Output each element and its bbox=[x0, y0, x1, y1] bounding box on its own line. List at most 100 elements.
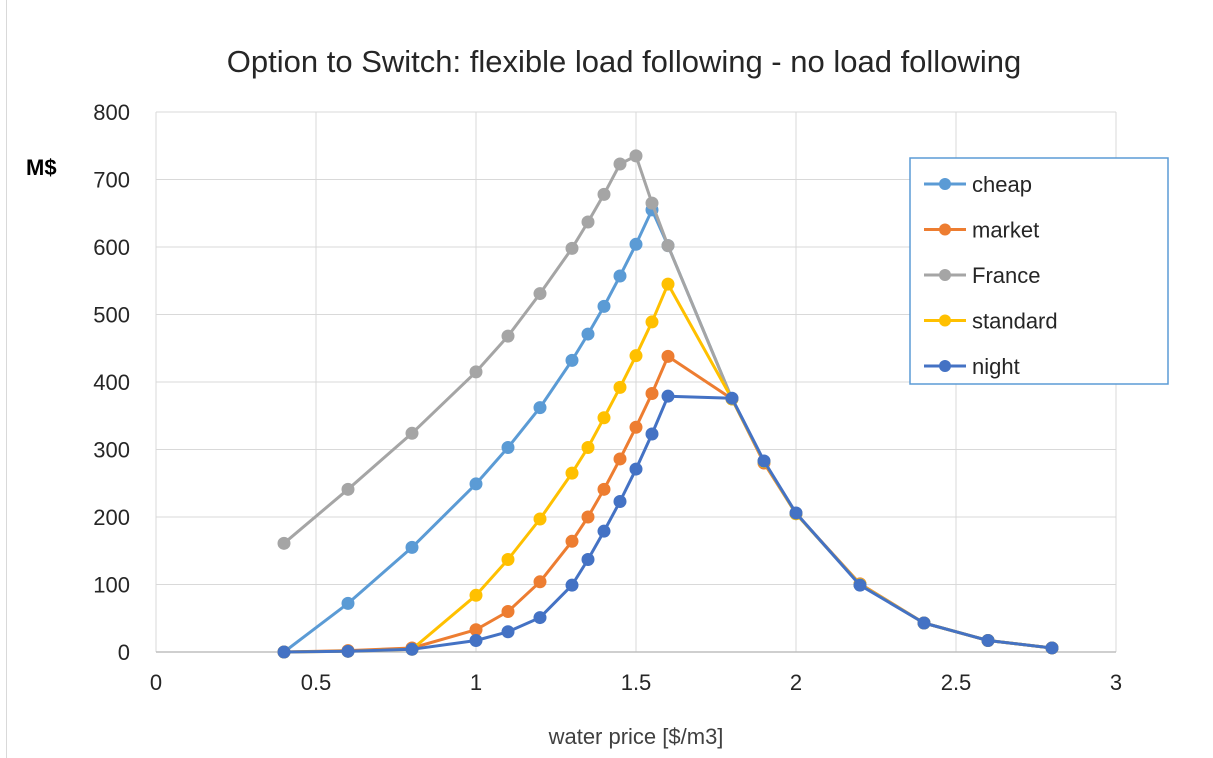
left-divider bbox=[6, 0, 7, 758]
y-tick-label: 700 bbox=[93, 168, 130, 193]
data-point-france bbox=[581, 215, 595, 229]
data-point-france bbox=[645, 196, 659, 210]
legend-item-standard: standard bbox=[924, 309, 1058, 334]
data-point-standard bbox=[613, 380, 627, 394]
legend-swatch-marker bbox=[939, 314, 951, 327]
data-point-cheap bbox=[469, 477, 483, 491]
legend-box bbox=[909, 157, 1169, 385]
legend-swatch-marker bbox=[939, 269, 951, 281]
y-tick-label: 500 bbox=[93, 303, 130, 328]
data-point-standard bbox=[661, 277, 675, 291]
data-point-night bbox=[501, 625, 515, 639]
data-point-cheap bbox=[533, 401, 547, 415]
data-point-france bbox=[613, 157, 627, 171]
data-point-night bbox=[565, 578, 579, 592]
data-point-cheap bbox=[629, 237, 643, 251]
data-point-night bbox=[789, 506, 803, 520]
data-point-night bbox=[405, 642, 419, 656]
data-point-night bbox=[661, 389, 675, 403]
data-point-cheap bbox=[501, 440, 515, 454]
legend-swatch-marker bbox=[939, 360, 951, 372]
data-point-standard bbox=[581, 440, 595, 454]
data-point-night bbox=[277, 645, 291, 659]
legend-label: France bbox=[972, 263, 1040, 288]
data-point-standard bbox=[597, 411, 611, 425]
data-point-night bbox=[597, 524, 611, 538]
x-axis-label: water price [$/m3] bbox=[548, 724, 724, 749]
data-point-market bbox=[597, 482, 611, 496]
y-tick-label: 800 bbox=[93, 100, 130, 125]
series-group bbox=[277, 149, 1059, 659]
data-point-cheap bbox=[565, 353, 579, 367]
x-tick-label: 0 bbox=[150, 670, 162, 695]
data-point-market bbox=[501, 605, 515, 618]
data-point-cheap bbox=[405, 540, 419, 554]
data-point-night bbox=[981, 634, 995, 648]
data-point-standard bbox=[565, 466, 579, 480]
data-point-night bbox=[853, 578, 867, 592]
data-point-france bbox=[629, 149, 643, 163]
y-tick-label: 300 bbox=[93, 438, 130, 463]
y-axis-label: M$ bbox=[26, 155, 57, 180]
data-point-market bbox=[645, 386, 659, 400]
data-point-standard bbox=[629, 349, 643, 363]
data-point-market bbox=[565, 534, 579, 548]
legend-label: cheap bbox=[972, 172, 1032, 197]
data-point-standard bbox=[645, 315, 659, 329]
data-point-france bbox=[533, 287, 547, 301]
y-tick-label: 100 bbox=[93, 573, 130, 598]
data-point-standard bbox=[533, 512, 547, 526]
legend-label: market bbox=[972, 218, 1039, 243]
data-point-france bbox=[341, 482, 355, 496]
y-tick-label: 600 bbox=[93, 235, 130, 260]
series-night bbox=[277, 389, 1059, 659]
x-tick-label: 2.5 bbox=[941, 670, 972, 695]
legend-item-night: night bbox=[924, 354, 1020, 379]
data-point-night bbox=[917, 616, 931, 630]
y-tick-label: 400 bbox=[93, 370, 130, 395]
legend-item-market: market bbox=[924, 218, 1039, 243]
x-tick-label: 1.5 bbox=[621, 670, 652, 695]
data-point-standard bbox=[501, 553, 515, 567]
data-point-night bbox=[757, 454, 771, 468]
legend-swatch-marker bbox=[939, 223, 951, 236]
data-point-market bbox=[533, 575, 547, 589]
data-point-night bbox=[469, 634, 483, 648]
data-point-night bbox=[533, 611, 547, 625]
axes: 0 100 200 300 400 500 600 700 800 0 0.5 1 1.5 2 2.5 3 bbox=[93, 100, 1122, 695]
data-point-france bbox=[469, 365, 483, 379]
data-point-cheap bbox=[597, 299, 611, 313]
data-point-night bbox=[725, 391, 739, 405]
data-point-france bbox=[661, 239, 675, 253]
legend-label: standard bbox=[972, 309, 1058, 334]
data-point-cheap bbox=[341, 596, 355, 610]
data-point-cheap bbox=[581, 327, 595, 341]
chart-title: Option to Switch: flexible load followin… bbox=[227, 44, 1021, 79]
data-point-france bbox=[405, 426, 419, 440]
y-tick-label: 0 bbox=[118, 640, 130, 665]
data-point-market bbox=[469, 623, 483, 637]
x-tick-label: 3 bbox=[1110, 670, 1122, 695]
data-point-night bbox=[613, 494, 627, 508]
data-point-france bbox=[565, 241, 579, 255]
data-point-market bbox=[629, 420, 643, 434]
data-point-night bbox=[629, 462, 643, 476]
legend-item-france: France bbox=[924, 263, 1040, 288]
data-point-night bbox=[341, 644, 355, 658]
x-tick-label: 2 bbox=[790, 670, 802, 695]
data-point-france bbox=[501, 329, 515, 343]
legend-label: night bbox=[972, 354, 1020, 379]
data-point-night bbox=[645, 427, 659, 441]
data-point-standard bbox=[469, 588, 483, 602]
x-tick-label: 0.5 bbox=[301, 670, 332, 695]
data-point-market bbox=[613, 452, 627, 466]
data-point-night bbox=[1045, 641, 1059, 655]
data-point-france bbox=[277, 536, 291, 550]
data-point-market bbox=[661, 349, 675, 363]
legend-swatch-marker bbox=[939, 178, 951, 190]
data-point-night bbox=[581, 553, 595, 567]
data-point-market bbox=[581, 510, 595, 524]
y-tick-label: 200 bbox=[93, 505, 130, 530]
